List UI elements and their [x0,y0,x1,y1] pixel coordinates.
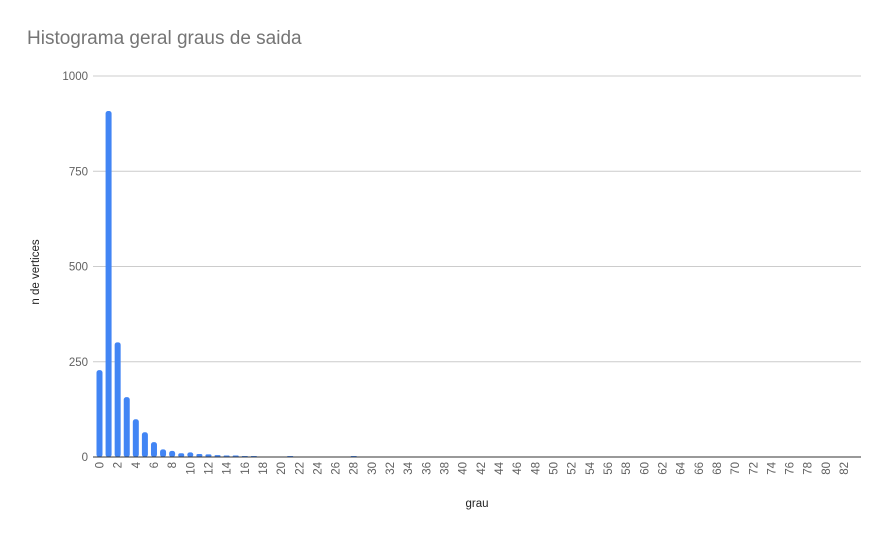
y-tick-label: 750 [69,166,88,178]
x-tick-label: 18 [258,462,270,475]
bar [169,450,176,457]
bars [96,111,357,457]
x-tick-label: 6 [149,462,161,468]
x-tick-labels: 0 2 4 6 8 10 12 14 16 18 20 22 24 26 28 30 32 34 36 38 40 42 4… [95,461,852,474]
y-axis-label: n de vertices [30,239,42,304]
x-tick-label: 76 [785,462,797,475]
y-tick-label: 500 [69,262,88,274]
x-tick-label: 38 [440,462,452,475]
bar [187,452,194,457]
bar [123,397,130,457]
x-tick-label: 12 [203,462,215,475]
bar [96,370,103,457]
x-tick-label: 50 [549,462,561,475]
x-tick-label: 60 [639,462,651,475]
x-tick-label: 36 [421,462,433,475]
x-tick-label: 58 [621,462,633,475]
y-tick-label: 1000 [62,71,88,83]
x-tick-label: 24 [312,461,324,474]
x-tick-label: 54 [585,461,597,474]
x-tick-label: 32 [385,462,397,475]
bar [150,442,157,457]
x-tick-label: 30 [367,462,379,475]
x-tick-label: 2 [113,462,125,468]
y-tick-label: 0 [82,452,88,464]
x-tick-label: 82 [839,462,851,475]
bar [105,111,112,457]
x-tick-label: 34 [403,461,415,474]
x-tick-label: 74 [766,461,778,474]
x-tick-label: 72 [748,462,760,475]
bar [160,449,167,457]
bar [178,453,185,457]
x-tick-label: 52 [567,462,579,475]
bar [141,432,148,457]
x-tick-label: 16 [240,462,252,475]
y-tick-labels: 0 250 500 750 1000 [62,71,88,464]
x-tick-label: 40 [458,462,470,475]
x-tick-label: 8 [167,462,179,468]
bar [205,454,212,457]
gridlines [93,75,861,363]
x-axis-label: grau [465,498,488,510]
x-tick-label: 42 [476,462,488,475]
y-tick-label: 250 [69,357,88,369]
x-tick-label: 28 [349,462,361,475]
bar [196,453,203,457]
bar [114,342,121,457]
x-tick-label: 56 [603,462,615,475]
x-tick-label: 80 [821,462,833,475]
bar [132,419,139,457]
x-tick-label: 78 [803,462,815,475]
x-tick-label: 66 [694,462,706,475]
x-tick-label: 48 [530,462,542,475]
x-tick-label: 26 [331,462,343,475]
x-tick-label: 10 [185,462,197,475]
x-tick-label: 22 [294,462,306,475]
x-tick-label: 4 [131,461,143,468]
x-tick-label: 46 [512,462,524,475]
x-tick-label: 62 [657,462,669,475]
x-tick-label: 70 [730,462,742,475]
x-tick-label: 68 [712,462,724,475]
x-tick-label: 44 [494,461,506,474]
x-tick-label: 14 [222,461,234,474]
x-tick-label: 0 [95,462,107,468]
x-tick-label: 64 [676,461,688,474]
chart-title: Histograma geral graus de saida [27,28,302,49]
x-tick-label: 20 [276,462,288,475]
